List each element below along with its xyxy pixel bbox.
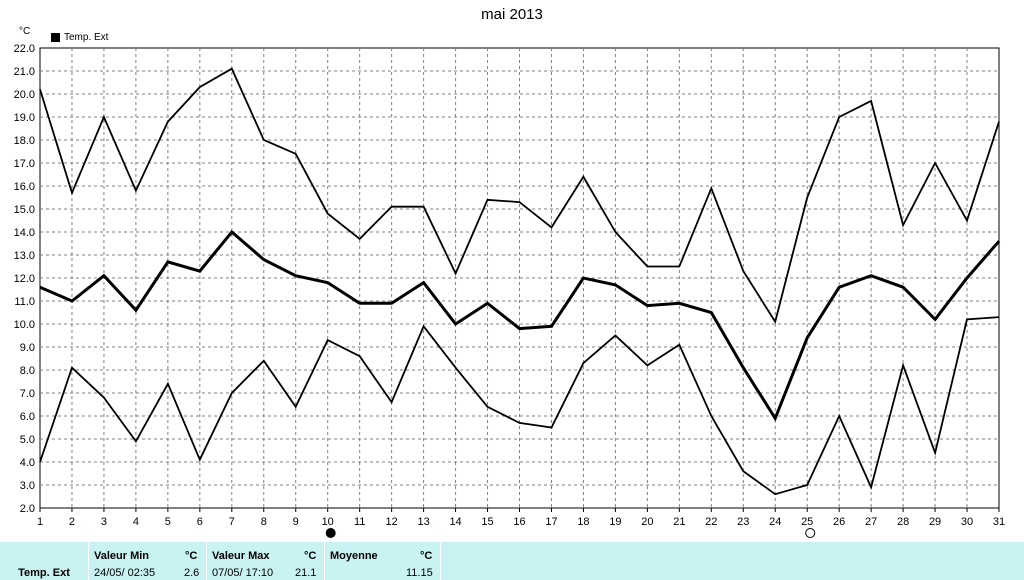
stats-row-label: Temp. Ext (18, 567, 70, 579)
y-tick-label: 3.0 (20, 480, 35, 492)
y-tick-label: 14.0 (14, 227, 35, 239)
x-tick-label: 18 (577, 516, 589, 528)
x-tick-label: 19 (609, 516, 621, 528)
min-header: Valeur Min (94, 550, 150, 562)
y-axis-unit: °C (19, 26, 31, 37)
full-moon-marker (805, 528, 816, 538)
x-tick-label: 22 (705, 516, 717, 528)
max-unit: °C (304, 550, 317, 562)
x-tick-label: 25 (801, 516, 813, 528)
y-tick-label: 19.0 (14, 112, 35, 124)
y-tick-label: 18.0 (14, 135, 35, 147)
min-value: 2.6 (184, 567, 200, 579)
x-tick-label: 21 (673, 516, 685, 528)
y-tick-label: 9.0 (20, 342, 35, 354)
x-tick-label: 14 (449, 516, 461, 528)
avg-value: 11.15 (406, 567, 433, 579)
divider (206, 542, 207, 580)
x-tick-label: 3 (101, 516, 107, 528)
legend-swatch (51, 33, 60, 42)
legend-label: Temp. Ext (64, 32, 109, 43)
min-date: 24/05/ 02:35 (94, 567, 156, 579)
y-tick-label: 12.0 (14, 273, 35, 285)
x-tick-label: 1 (37, 516, 43, 528)
x-tick-label: 12 (386, 516, 398, 528)
divider (440, 542, 441, 580)
x-tick-label: 26 (833, 516, 845, 528)
x-tick-label: 4 (133, 516, 139, 528)
x-tick-label: 17 (545, 516, 557, 528)
x-tick-label: 27 (865, 516, 877, 528)
divider (88, 542, 89, 580)
x-tick-label: 29 (929, 516, 941, 528)
stats-panel: Temp. Ext Valeur Min °C 24/05/ 02:35 2.6… (0, 542, 1024, 580)
x-tick-label: 5 (165, 516, 171, 528)
series-line (39, 316, 1000, 496)
x-tick-label: 28 (897, 516, 909, 528)
y-tick-label: 13.0 (14, 250, 35, 262)
x-tick-label: 31 (993, 516, 1005, 528)
x-tick-label: 23 (737, 516, 749, 528)
line-chart: 2.0 3.0 4.0 5.0 6.0 7.0 8.0 9.0 10.0 11.0 12.0 13.0… (14, 43, 1005, 538)
y-tick-label: 22.0 (14, 43, 35, 55)
chart-title: mai 2013 (481, 6, 543, 23)
x-tick-label: 2 (69, 516, 75, 528)
x-tick-label: 7 (229, 516, 235, 528)
series-line (39, 67, 1000, 324)
new-moon-marker (325, 528, 336, 538)
divider (324, 542, 325, 580)
y-tick-label: 21.0 (14, 66, 35, 78)
x-tick-label: 13 (417, 516, 429, 528)
y-tick-label: 10.0 (14, 319, 35, 331)
x-tick-label: 20 (641, 516, 653, 528)
series-line (39, 229, 1001, 422)
x-tick-label: 30 (961, 516, 973, 528)
max-value: 21.1 (295, 567, 317, 579)
y-tick-label: 4.0 (20, 457, 35, 469)
y-tick-label: 20.0 (14, 89, 35, 101)
x-tick-label: 10 (322, 516, 334, 528)
x-tick-label: 6 (197, 516, 203, 528)
y-tick-label: 11.0 (14, 296, 35, 308)
x-tick-label: 8 (261, 516, 267, 528)
y-tick-label: 17.0 (14, 158, 35, 170)
y-tick-label: 16.0 (14, 181, 35, 193)
y-tick-label: 2.0 (20, 503, 35, 515)
x-tick-label: 11 (354, 516, 365, 528)
y-tick-label: 8.0 (20, 365, 35, 377)
y-tick-label: 7.0 (20, 388, 35, 400)
x-tick-label: 15 (481, 516, 493, 528)
avg-header: Moyenne (330, 550, 378, 562)
max-header: Valeur Max (212, 550, 270, 562)
x-tick-label: 16 (513, 516, 525, 528)
y-tick-label: 6.0 (20, 411, 35, 423)
y-tick-label: 5.0 (20, 434, 35, 446)
y-tick-label: 15.0 (14, 204, 35, 216)
legend: Temp. Ext (51, 32, 108, 43)
x-tick-label: 24 (769, 516, 781, 528)
min-unit: °C (185, 550, 198, 562)
x-tick-label: 9 (293, 516, 299, 528)
avg-unit: °C (420, 550, 433, 562)
max-date: 07/05/ 17:10 (212, 567, 274, 579)
